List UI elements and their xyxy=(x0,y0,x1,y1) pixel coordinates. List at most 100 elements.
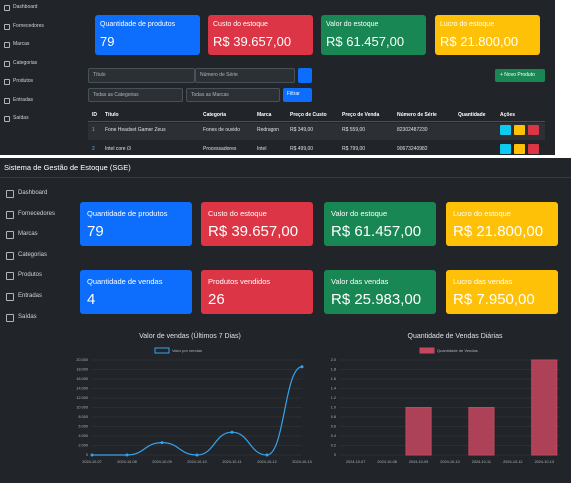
table-header: Ações xyxy=(500,112,516,118)
table-cell: R$ 799,00 xyxy=(342,146,366,152)
sidebar-item[interactable]: Dashboard xyxy=(13,4,38,10)
card-label: Valor do estoque xyxy=(326,21,379,28)
table-header: Título xyxy=(105,112,119,118)
sidebar-item[interactable]: Produtos xyxy=(13,78,34,84)
table-cell: 2 xyxy=(92,146,95,152)
sidebar-icon[interactable] xyxy=(4,60,10,67)
sidebar-item[interactable]: Entradas xyxy=(13,96,34,103)
sidebar-icon[interactable] xyxy=(6,272,14,281)
card-value: R$ 61.457,00 xyxy=(326,34,405,49)
sidebar-item[interactable]: Marcas xyxy=(13,41,30,47)
table-cell: Processadores xyxy=(203,146,237,152)
card-label: Custo do estoque xyxy=(208,209,267,218)
action-button[interactable] xyxy=(528,144,539,154)
card-label: Quantidade de produtos xyxy=(100,21,176,28)
card-label: Valor do estoque xyxy=(331,209,388,218)
sidebar-item[interactable]: Saídas xyxy=(13,115,29,121)
card-label: Quantidade de vendas xyxy=(87,277,163,286)
card-label: Produtos vendidos xyxy=(208,277,271,286)
sidebar-icon[interactable] xyxy=(6,210,14,219)
card-value: R$ 39.657,00 xyxy=(208,223,299,240)
card-label: Custo do estoque xyxy=(213,21,268,28)
stat-card: Quantidade de produtos 79 xyxy=(80,202,192,246)
table-header: ID xyxy=(92,112,97,118)
card-value: 4 xyxy=(87,291,96,308)
sidebar-icon[interactable] xyxy=(4,116,10,122)
new-product-button[interactable]: + Novo Produto xyxy=(495,69,545,82)
sidebar-item[interactable]: Fornecedores xyxy=(13,22,44,29)
sidebar-item[interactable]: Fornecedores xyxy=(18,210,56,217)
stat-card: Quantidade de produtos 79 xyxy=(95,15,200,55)
sidebar-item[interactable]: Produtos xyxy=(18,272,43,279)
sidebar-icon[interactable] xyxy=(6,231,14,240)
table-cell: Redragon xyxy=(257,127,279,133)
table-cell: Fones de ouvido xyxy=(203,127,240,133)
action-button[interactable] xyxy=(528,125,539,135)
card-label: Valor das vendas xyxy=(331,277,389,286)
stat-card: Valor do estoque R$ 61.457,00 xyxy=(324,202,436,246)
table-cell: 82302487230 xyxy=(397,127,428,133)
products-screen: Dashboard Fornecedores Marcas Categorias Pro… xyxy=(0,0,555,155)
sidebar-icon[interactable] xyxy=(6,190,14,198)
card-value: 79 xyxy=(100,34,115,49)
card-value: R$ 61.457,00 xyxy=(331,223,422,240)
table-cell: R$ 349,00 xyxy=(290,127,314,133)
sidebar-item[interactable]: Categorias xyxy=(18,251,48,258)
sidebar-item[interactable]: Dashboard xyxy=(18,190,48,196)
action-button[interactable] xyxy=(500,144,511,154)
table-header: Quantidade xyxy=(458,112,486,118)
action-button[interactable] xyxy=(500,125,511,135)
search-button[interactable] xyxy=(298,68,312,83)
sidebar-item[interactable]: Saídas xyxy=(18,313,37,320)
dashboard-screen: Sistema de Gestão de Estoque (SGE) Dashbo… xyxy=(0,158,571,483)
table-cell: 1 xyxy=(92,127,95,133)
table-header: Categoria xyxy=(203,112,227,118)
card-value: R$ 25.983,00 xyxy=(331,291,422,308)
card-label: Lucro do estoque xyxy=(440,21,495,28)
stat-card: Lucro do estoque R$ 21.800,00 xyxy=(435,15,540,55)
title-rule xyxy=(0,177,571,178)
category-select[interactable]: Todas as Categorias xyxy=(88,88,183,102)
table-cell: R$ 499,00 xyxy=(290,146,314,152)
action-button[interactable] xyxy=(514,125,525,135)
filter-button[interactable]: Filtrar xyxy=(283,88,312,102)
stat-card: Valor das vendas R$ 25.983,00 xyxy=(324,270,436,314)
stat-card: Custo do estoque R$ 39.657,00 xyxy=(201,202,313,246)
title-input[interactable]: Título xyxy=(88,68,195,83)
card-value: R$ 21.800,00 xyxy=(453,223,544,240)
card-value: R$ 39.657,00 xyxy=(213,34,292,49)
action-button[interactable] xyxy=(514,144,525,154)
table-cell: Intel xyxy=(257,146,267,152)
sidebar-icon[interactable] xyxy=(4,5,10,11)
table-header: Número de Série xyxy=(397,112,437,118)
card-label: Quantidade de produtos xyxy=(87,209,168,218)
table-cell: Intel core i3 xyxy=(105,146,131,152)
serial-input[interactable]: Número de Série xyxy=(195,68,295,83)
card-value: R$ 21.800,00 xyxy=(440,34,519,49)
stat-card: Lucro das vendas R$ 7.950,00 xyxy=(446,270,558,314)
brand-select[interactable]: Todas as Marcas xyxy=(186,88,280,102)
table-rule xyxy=(88,121,545,122)
sidebar-icon[interactable] xyxy=(4,42,10,48)
stat-card: Quantidade de vendas 4 xyxy=(80,270,192,314)
card-label: Lucro do estoque xyxy=(453,209,511,218)
sidebar-item[interactable]: Marcas xyxy=(18,231,38,238)
sidebar-icon[interactable] xyxy=(4,97,10,104)
table-cell: Fone Headset Gamer Zeus xyxy=(105,127,166,133)
sidebar-icon[interactable] xyxy=(6,251,14,260)
stat-card: Valor do estoque R$ 61.457,00 xyxy=(321,15,426,55)
sidebar-icon[interactable] xyxy=(4,23,10,30)
stat-card: Custo do estoque R$ 39.657,00 xyxy=(208,15,313,55)
card-label: Lucro das vendas xyxy=(453,277,513,286)
sidebar-item[interactable]: Categorias xyxy=(13,59,38,66)
sidebar-icon[interactable] xyxy=(6,293,14,301)
sidebar-icon[interactable] xyxy=(4,79,10,85)
table-header: Marca xyxy=(257,112,272,118)
table-header: Preço de Venda xyxy=(342,112,380,118)
sidebar-item[interactable]: Entradas xyxy=(18,293,43,299)
stat-card: Lucro do estoque R$ 21.800,00 xyxy=(446,202,558,246)
stat-card: Produtos vendidos 26 xyxy=(201,270,313,314)
table-row-bg xyxy=(88,123,545,140)
sidebar-icon[interactable] xyxy=(6,313,14,322)
